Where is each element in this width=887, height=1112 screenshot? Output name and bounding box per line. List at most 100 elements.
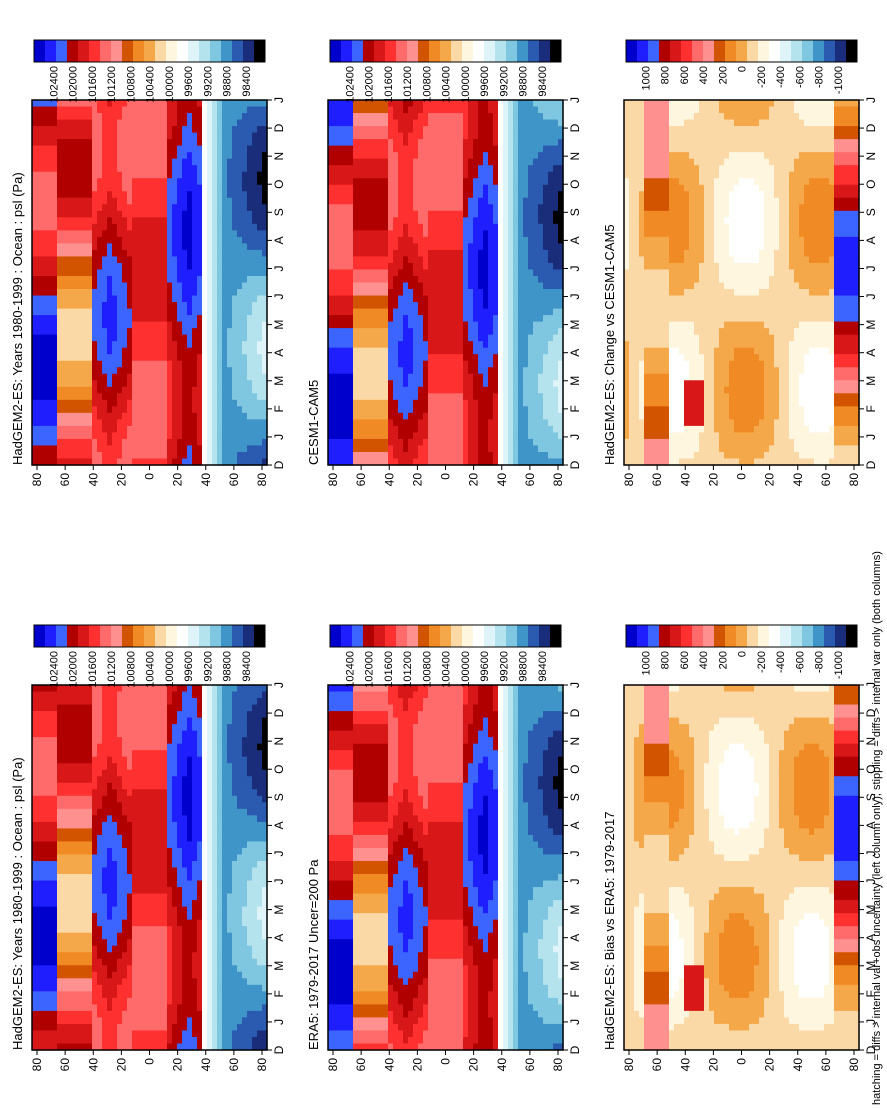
heatmap-cell: [257, 1030, 263, 1038]
heatmap-cell: [237, 1030, 243, 1038]
heatmap-cell: [172, 458, 178, 466]
heatmap-cell: [182, 1023, 188, 1032]
lat-tick-label: 20: [171, 1058, 185, 1072]
heatmap-cell: [147, 802, 153, 810]
heatmap-cell: [177, 1010, 183, 1019]
heatmap-cell: [87, 451, 93, 460]
heatmap-cell: [32, 100, 38, 108]
heatmap-cell: [37, 158, 43, 166]
heatmap-cell: [92, 236, 98, 244]
heatmap-cell: [212, 730, 218, 738]
heatmap-cell: [222, 867, 228, 875]
heatmap-cell: [162, 100, 168, 108]
heatmap-cell: [202, 991, 208, 999]
heatmap-cell: [57, 860, 63, 869]
heatmap-cell: [42, 399, 48, 407]
heatmap-cell: [42, 730, 48, 738]
heatmap-cell: [167, 945, 173, 953]
heatmap-cell: [137, 217, 143, 225]
heatmap-cell: [152, 841, 158, 849]
heatmap-cell: [62, 1017, 68, 1025]
heatmap-cell: [222, 145, 228, 153]
heatmap-cell: [97, 1017, 103, 1025]
heatmap-cell: [37, 776, 43, 784]
heatmap-cell: [82, 1036, 88, 1045]
heatmap-cell: [202, 315, 208, 323]
heatmap-cell: [82, 906, 88, 914]
heatmap-cell: [132, 145, 138, 153]
colorbar-label: 100400: [145, 651, 157, 688]
heatmap-cell: [77, 939, 83, 947]
heatmap-cell: [57, 412, 63, 420]
heatmap-cell: [112, 380, 118, 388]
colorbar-swatch: [111, 625, 123, 647]
heatmap-cell: [252, 854, 258, 862]
heatmap-cell: [187, 367, 193, 375]
heatmap-cell: [57, 893, 63, 901]
heatmap-cell: [62, 380, 68, 388]
heatmap-cell: [77, 360, 83, 368]
heatmap-cell: [102, 165, 108, 173]
heatmap-cell: [112, 874, 118, 882]
heatmap-cell: [92, 1010, 98, 1019]
heatmap-cell: [177, 438, 183, 447]
heatmap-cell: [52, 406, 58, 414]
heatmap-cell: [137, 984, 143, 992]
heatmap-cell: [112, 171, 118, 179]
heatmap-cell: [112, 717, 118, 725]
heatmap-cell: [87, 939, 93, 947]
heatmap-cell: [32, 945, 38, 953]
heatmap-cell: [42, 341, 48, 349]
heatmap-cell: [137, 302, 143, 310]
heatmap-cell: [92, 373, 98, 381]
heatmap-cell: [182, 704, 188, 712]
heatmap-cell: [67, 386, 73, 394]
heatmap-cell: [67, 776, 73, 784]
heatmap-cell: [247, 978, 253, 986]
heatmap-cell: [77, 984, 83, 992]
heatmap-cell: [112, 841, 118, 849]
heatmap-cell: [207, 847, 213, 856]
heatmap-cell: [87, 789, 93, 797]
heatmap-cell: [222, 191, 228, 199]
heatmap-cell: [82, 178, 88, 186]
heatmap-cell: [142, 106, 148, 114]
heatmap-cell: [182, 184, 188, 192]
heatmap-cell: [37, 113, 43, 121]
heatmap-cell: [192, 821, 198, 829]
heatmap-cell: [107, 1010, 113, 1019]
heatmap-cell: [112, 197, 118, 205]
heatmap-cell: [182, 419, 188, 427]
heatmap-cell: [67, 139, 73, 147]
heatmap-cell: [247, 958, 253, 966]
heatmap-cell: [192, 308, 198, 316]
heatmap-cell: [197, 380, 203, 388]
heatmap-cell: [177, 795, 183, 803]
heatmap-cell: [222, 334, 228, 342]
heatmap-cell: [132, 782, 138, 790]
heatmap-cell: [47, 789, 53, 797]
heatmap-cell: [67, 445, 73, 453]
heatmap-cell: [147, 756, 153, 764]
heatmap-cell: [32, 210, 38, 218]
heatmap-cell: [212, 926, 218, 934]
heatmap-cell: [232, 874, 238, 882]
heatmap-cell: [187, 932, 193, 940]
heatmap-cell: [137, 341, 143, 349]
heatmap-cell: [117, 412, 123, 420]
heatmap-cell: [97, 815, 103, 823]
heatmap-cell: [82, 1023, 88, 1032]
heatmap-cell: [177, 236, 183, 244]
heatmap-cell: [247, 704, 253, 712]
heatmap-cell: [222, 913, 228, 921]
heatmap-cell: [82, 249, 88, 258]
heatmap-cell: [122, 210, 128, 218]
heatmap-cell: [67, 341, 73, 349]
heatmap-cell: [82, 113, 88, 121]
heatmap-cell: [227, 893, 233, 901]
heatmap-cell: [192, 854, 198, 862]
heatmap-cell: [87, 828, 93, 836]
heatmap-cell: [187, 1010, 193, 1019]
heatmap-cell: [142, 919, 148, 927]
heatmap-cell: [162, 171, 168, 179]
